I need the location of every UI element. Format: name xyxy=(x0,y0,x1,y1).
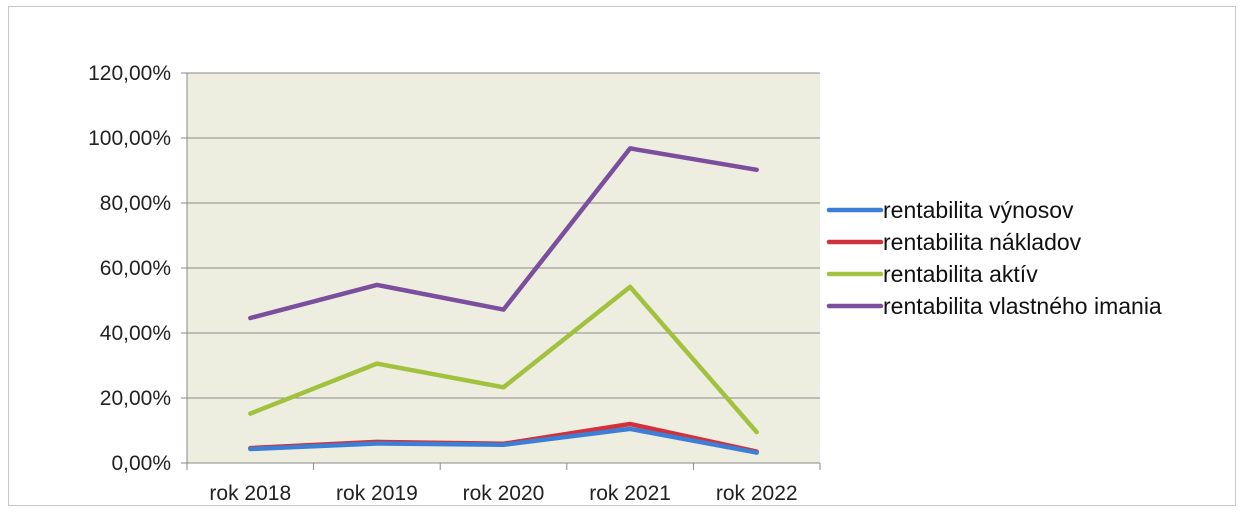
legend-label: rentabilita aktív xyxy=(883,261,1038,287)
series-lines xyxy=(248,146,759,455)
line-chart: 0,00% 20,00% 40,00% 60,00% 80,00% 100,00% 120,… xyxy=(88,62,1162,505)
legend-label: rentabilita vlastného imania xyxy=(883,293,1162,319)
x-tick-label: rok 2020 xyxy=(463,482,545,505)
y-axis-ticks: 0,00% 20,00% 40,00% 60,00% 80,00% 100,00% 120,… xyxy=(88,62,171,475)
y-tick-label: 80,00% xyxy=(100,192,171,215)
x-tick-label: rok 2022 xyxy=(716,482,798,505)
y-tick-label: 60,00% xyxy=(100,257,171,280)
x-tick-label: rok 2021 xyxy=(589,482,671,505)
y-tick-label: 40,00% xyxy=(100,322,171,345)
y-tick-label: 20,00% xyxy=(100,387,171,410)
y-tick-label: 120,00% xyxy=(88,62,171,85)
series-line-1 xyxy=(248,426,759,455)
x-tick-label: rok 2019 xyxy=(336,482,418,505)
chart-frame: 0,00% 20,00% 40,00% 60,00% 80,00% 100,00% 120,… xyxy=(8,6,1236,506)
x-tick-label: rok 2018 xyxy=(209,482,291,505)
y-tick-label: 0,00% xyxy=(111,452,171,475)
axes xyxy=(181,72,821,470)
x-axis-ticks: rok 2018 rok 2019 rok 2020 rok 2021 rok 2022 xyxy=(209,482,797,505)
series-line-4 xyxy=(248,146,759,321)
legend-label: rentabilita nákladov xyxy=(883,229,1082,255)
y-tick-label: 100,00% xyxy=(88,127,171,150)
series-line-3 xyxy=(248,284,759,435)
legend: rentabilita výnosov rentabilita nákladov r… xyxy=(826,197,1162,319)
legend-label: rentabilita výnosov xyxy=(883,197,1074,223)
